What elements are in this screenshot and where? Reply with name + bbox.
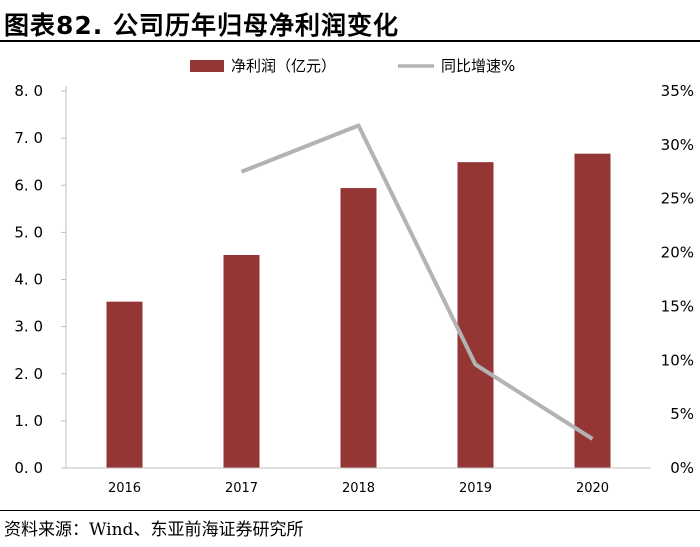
bar-2020 <box>574 153 611 468</box>
title-bar: 图表82. 公司历年归母净利润变化 <box>0 0 700 42</box>
bar-2018 <box>340 188 377 468</box>
right-axis-tick-label: 10% <box>661 351 694 369</box>
x-axis-tick-label: 2019 <box>459 481 492 496</box>
left-axis-tick-label: 2. 0 <box>14 365 43 383</box>
right-axis-tick-label: 0% <box>670 459 694 477</box>
right-axis-tick-label: 15% <box>661 297 694 315</box>
right-axis-tick-label: 5% <box>670 405 694 423</box>
left-axis-tick-label: 7. 0 <box>14 129 43 147</box>
legend-bar-swatch <box>190 60 224 72</box>
legend-line-label: 同比增速% <box>441 57 515 75</box>
bar-2016 <box>106 301 143 468</box>
left-axis-tick-label: 4. 0 <box>14 271 43 289</box>
left-axis-ticks: 0. 0 1. 0 2. 0 3. 0 4. 0 5. 0 6. 0 7. 0 8. 0 <box>14 82 66 477</box>
x-axis-tick-label: 2017 <box>225 481 258 496</box>
left-axis-tick-label: 8. 0 <box>14 82 43 100</box>
right-axis-tick-label: 25% <box>661 190 694 208</box>
chart-title: 图表82. 公司历年归母净利润变化 <box>4 11 399 40</box>
chart-legend: 净利润（亿元） 同比增速% <box>190 57 515 75</box>
left-axis-tick-label: 3. 0 <box>14 318 43 336</box>
net-profit-chart: 净利润（亿元） 同比增速% 0. 0 1. 0 2. 0 3. 0 4. 0 5. 0 6.… <box>14 57 694 496</box>
legend-bar-label: 净利润（亿元） <box>231 57 336 75</box>
left-axis-tick-label: 5. 0 <box>14 223 43 241</box>
right-axis-ticks: 0% 5% 10% 15% 20% 25% 30% 35% <box>661 82 694 477</box>
bar-series <box>106 153 611 468</box>
bar-2017 <box>223 254 260 468</box>
x-axis-tick-label: 2016 <box>108 481 141 496</box>
left-axis-tick-label: 0. 0 <box>14 459 43 477</box>
source-note: 资料来源：Wind、东亚前海证券研究所 <box>4 520 304 540</box>
right-axis-tick-label: 35% <box>661 82 694 100</box>
source-divider <box>0 510 700 511</box>
left-axis-tick-label: 1. 0 <box>14 412 43 430</box>
x-axis-tick-label: 2020 <box>576 481 609 496</box>
title-divider <box>0 40 700 42</box>
x-axis-ticks: 2016 2017 2018 2019 2020 <box>108 481 609 496</box>
right-axis-tick-label: 30% <box>661 136 694 154</box>
left-axis-tick-label: 6. 0 <box>14 176 43 194</box>
bar-2019 <box>457 162 494 468</box>
right-axis-tick-label: 20% <box>661 244 694 262</box>
growth-rate-line <box>240 123 594 441</box>
x-axis-tick-label: 2018 <box>342 481 375 496</box>
